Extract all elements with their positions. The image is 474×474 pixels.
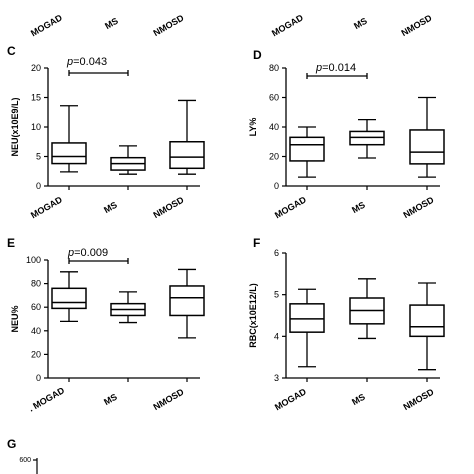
category-label: MOGAD — [273, 386, 308, 412]
box-ms — [110, 291, 146, 324]
iqr-box — [289, 303, 325, 333]
p-value-label: p=0.043 — [66, 56, 107, 68]
y-tick-label: 4 — [274, 331, 279, 341]
panel-g-letter: G — [7, 437, 16, 451]
category-label: NMOSD — [401, 386, 435, 412]
box-mogad — [51, 105, 87, 173]
y-tick-label: 10 — [31, 122, 41, 132]
category-label: MS — [102, 392, 119, 407]
iqr-box — [169, 141, 205, 170]
top-label-nmosd-right: NMOSD — [399, 12, 433, 38]
y-tick-label: 5 — [274, 290, 279, 300]
p-value-label: p=0.014 — [315, 62, 356, 74]
y-tick-label: 0 — [274, 181, 279, 191]
category-label: . MOGAD — [27, 385, 67, 414]
box-nmosd — [169, 99, 205, 175]
y-axis-label: LY% — [248, 118, 258, 137]
y-tick-label: 60 — [31, 302, 41, 312]
iqr-box — [51, 287, 87, 310]
panel-d: D 0 20 40 60 80 MOGAD MS NMOSD LY% p=0.014 — [248, 48, 445, 220]
iqr-box — [51, 142, 87, 165]
top-label-ms-left: MS — [103, 16, 120, 31]
iqr-box — [169, 285, 205, 317]
y-tick-label: 15 — [31, 93, 41, 103]
top-label-nmosd-left: NMOSD — [151, 12, 185, 38]
category-label: NMOSD — [151, 194, 185, 220]
y-axis-label: RBC(x10E12/L) — [248, 283, 258, 348]
y-tick-label: 20 — [31, 63, 41, 73]
category-label: NMOSD — [401, 194, 435, 220]
panel-c: C 0 5 10 15 20 MOGAD MS NMOSD NEU(x10E9/L) p=0.043 — [7, 44, 205, 220]
top-category-labels: MOGAD MS NMOSD MOGAD MS NMOSD — [29, 12, 434, 38]
iqr-box — [409, 304, 445, 338]
top-label-mogad-right: MOGAD — [270, 12, 305, 38]
y-tick-label: 80 — [269, 63, 279, 73]
y-tick-label: 40 — [269, 122, 279, 132]
panel-f: F 3 4 5 6 MOGAD MS NMOSD RBC(x10E12/L) — [248, 236, 445, 412]
panel-letter: E — [7, 236, 15, 250]
y-tick-label: 0 — [36, 181, 41, 191]
box-nmosd — [169, 268, 205, 339]
box-mogad — [289, 126, 325, 178]
y-tick-label: 3 — [274, 373, 279, 383]
category-label: MOGAD — [273, 194, 308, 220]
box-nmosd — [409, 282, 445, 371]
box-ms — [349, 118, 385, 159]
box-mogad — [51, 271, 87, 323]
category-label: NMOSD — [151, 386, 185, 412]
y-tick-label: 100 — [26, 255, 41, 265]
box-nmosd — [409, 96, 445, 178]
panel-g: G 600 — [7, 437, 38, 474]
box-ms — [349, 278, 385, 340]
panel-letter: C — [7, 44, 16, 58]
panel-e: E 0 20 40 60 80 100 . MOGAD MS NMOSD NEU% p=0.009 — [7, 236, 205, 414]
y-tick-label: 20 — [269, 152, 279, 162]
top-label-mogad-left: MOGAD — [29, 12, 64, 38]
iqr-box — [289, 136, 325, 162]
panel-letter: D — [253, 48, 262, 62]
category-label: MS — [350, 392, 367, 407]
top-label-ms-right: MS — [352, 16, 369, 31]
category-label: MOGAD — [29, 194, 64, 220]
category-label: MS — [350, 200, 367, 215]
panel-g-tick-label: 600 — [19, 457, 31, 464]
y-axis-label: NEU(x10E9/L) — [10, 97, 20, 156]
box-mogad — [289, 288, 325, 368]
y-tick-label: 40 — [31, 326, 41, 336]
category-label: MS — [102, 200, 119, 215]
y-tick-label: 0 — [36, 373, 41, 383]
y-tick-label: 6 — [274, 248, 279, 258]
y-axis-label: NEU% — [10, 305, 20, 332]
box-ms — [110, 145, 146, 175]
iqr-box — [409, 129, 445, 165]
y-tick-label: 60 — [269, 93, 279, 103]
y-tick-label: 5 — [36, 152, 41, 162]
y-tick-label: 20 — [31, 349, 41, 359]
panel-letter: F — [253, 236, 260, 250]
p-value-label: p=0.009 — [67, 247, 108, 259]
y-tick-label: 80 — [31, 279, 41, 289]
